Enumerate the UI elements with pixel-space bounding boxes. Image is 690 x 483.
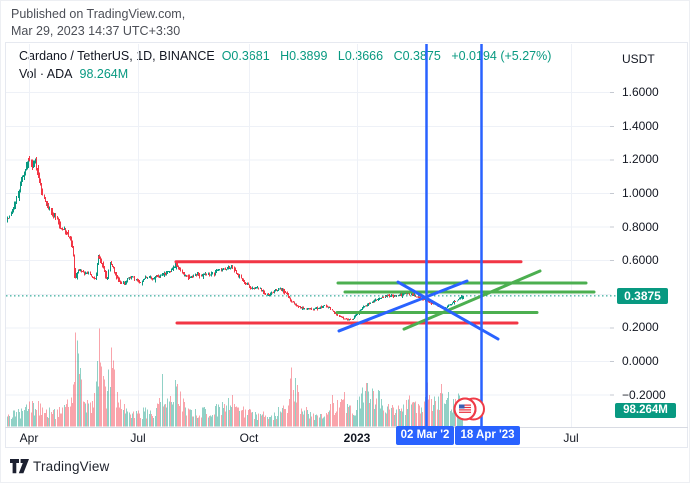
event-icons[interactable] xyxy=(453,397,485,421)
price-tick-label: 0.6000 xyxy=(622,253,659,268)
price-axis-currency: USDT xyxy=(622,52,655,66)
tradingview-logo-icon[interactable] xyxy=(10,458,29,474)
price-tick-label: 0.0000 xyxy=(622,354,659,368)
price-tick-label: 1.2000 xyxy=(622,152,659,167)
ohlc-change: +0.0194 (+5.27%) xyxy=(451,49,552,63)
volume-label[interactable]: Vol · ADA xyxy=(19,67,73,81)
grid-lines xyxy=(6,44,611,427)
price-tick-label: 0.8000 xyxy=(622,219,659,234)
volume-bars xyxy=(7,328,463,427)
time-axis-separator xyxy=(5,427,688,428)
last-price-badge: 0.3875 xyxy=(617,288,668,304)
price-tick-label: 1.0000 xyxy=(622,186,659,200)
time-tick-label: 2023 xyxy=(343,431,371,445)
event-icon-us-flag[interactable] xyxy=(453,397,477,421)
time-tick-label: Apr xyxy=(19,431,39,445)
price-tick-label: −0.2000 xyxy=(622,387,666,402)
time-tick-label: Jul xyxy=(130,431,146,445)
published-line1: Published on TradingView.com, xyxy=(11,7,186,21)
published-line2: Mar 29, 2023 14:37 UTC+3:30 xyxy=(11,23,181,38)
ohlc-close: C0.3875 xyxy=(393,49,441,63)
date-range-badge-end: 18 Apr '23 xyxy=(455,426,520,445)
time-tick-label: Jul xyxy=(563,431,579,445)
trend-line-green-diagonal-0[interactable] xyxy=(402,269,542,331)
trend-line-blue-diagonal-0[interactable] xyxy=(337,279,469,333)
price-tick-label: 0.2000 xyxy=(622,320,659,335)
price-axis-ticks xyxy=(610,92,614,396)
tradingview-brand-text[interactable]: TradingView xyxy=(33,458,110,474)
time-tick-label: Oct xyxy=(239,431,259,445)
symbol-legend: Cardano / TetherUS, 1D, BINANCE O0.3681 H… xyxy=(19,48,558,82)
symbol-title[interactable]: Cardano / TetherUS, 1D, BINANCE xyxy=(19,49,215,63)
footer: TradingView xyxy=(10,456,110,476)
ohlc-high: H0.3899 xyxy=(280,49,328,63)
price-tick-label: 1.4000 xyxy=(622,118,659,133)
price-tick-label: 1.6000 xyxy=(622,85,659,100)
ohlc-low: L0.3666 xyxy=(337,49,384,63)
date-range-badge-start: 02 Mar '2 xyxy=(396,426,454,445)
volume-badge: 98.264M xyxy=(615,403,676,418)
volume-value: 98.264M xyxy=(79,67,129,81)
ohlc-open: O0.3681 xyxy=(221,49,270,63)
chart-widget-frame xyxy=(5,42,688,448)
published-header: Published on TradingView.com, Mar 29, 20… xyxy=(11,6,185,39)
